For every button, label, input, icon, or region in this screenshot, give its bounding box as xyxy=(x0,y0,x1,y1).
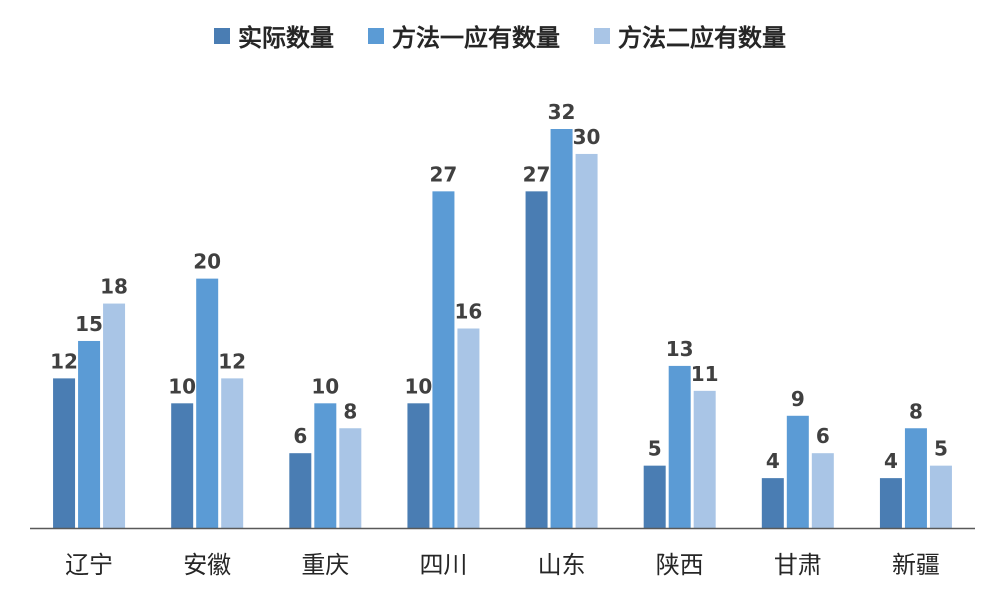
data-label: 8 xyxy=(343,399,357,423)
data-label: 32 xyxy=(548,100,576,124)
data-label: 16 xyxy=(455,300,483,324)
bar xyxy=(550,129,573,528)
data-label: 5 xyxy=(934,437,948,461)
data-label: 18 xyxy=(100,275,128,299)
data-label: 4 xyxy=(884,449,898,473)
bar xyxy=(786,415,809,528)
legend-swatch-method2 xyxy=(594,27,610,44)
data-label: 6 xyxy=(816,424,830,448)
legend-label-method2: 方法二应有数量 xyxy=(618,24,786,52)
x-tick-label: 辽宁 xyxy=(65,551,113,579)
bar xyxy=(643,465,666,528)
legend: 实际数量 方法一应有数量 方法二应有数量 xyxy=(0,18,1000,53)
data-label: 13 xyxy=(666,337,694,361)
bar xyxy=(103,303,126,528)
data-label: 9 xyxy=(791,387,805,411)
x-tick-label: 甘肃 xyxy=(774,551,822,579)
data-label: 10 xyxy=(405,374,433,398)
x-tick-label: 陕西 xyxy=(656,551,704,579)
data-label: 5 xyxy=(648,437,662,461)
x-tick-label: 山东 xyxy=(538,551,586,579)
bar xyxy=(78,340,101,528)
data-label: 20 xyxy=(193,250,221,274)
bar xyxy=(407,403,430,528)
bar xyxy=(929,465,952,528)
x-tick-label: 四川 xyxy=(419,551,467,579)
data-label: 10 xyxy=(168,374,196,398)
legend-item-method1: 方法一应有数量 xyxy=(368,18,560,53)
legend-swatch-method1 xyxy=(368,27,384,44)
bar xyxy=(693,390,716,528)
legend-label-method1: 方法一应有数量 xyxy=(392,24,560,52)
bar xyxy=(879,478,902,528)
bar xyxy=(196,278,219,528)
legend-item-actual: 实际数量 xyxy=(214,18,334,53)
x-tick-label: 安徽 xyxy=(183,551,231,579)
data-label: 10 xyxy=(311,374,339,398)
data-label: 8 xyxy=(909,399,923,423)
x-tick-label: 重庆 xyxy=(301,551,349,579)
data-label: 27 xyxy=(523,162,551,186)
data-label: 4 xyxy=(766,449,780,473)
bar xyxy=(811,453,834,528)
data-label: 15 xyxy=(75,312,103,336)
legend-swatch-actual xyxy=(214,27,230,44)
data-label: 11 xyxy=(691,362,719,386)
bar xyxy=(53,378,76,528)
bar xyxy=(339,428,362,528)
data-label: 27 xyxy=(430,162,458,186)
data-label: 6 xyxy=(293,424,307,448)
data-label: 30 xyxy=(573,125,601,149)
data-label: 12 xyxy=(50,349,78,373)
bar xyxy=(289,453,312,528)
bar xyxy=(221,378,244,528)
x-tick-label: 新疆 xyxy=(892,551,940,579)
legend-label-actual: 实际数量 xyxy=(238,24,334,52)
bar xyxy=(314,403,337,528)
bar xyxy=(432,191,455,528)
bar xyxy=(525,191,548,528)
bar xyxy=(171,403,194,528)
bar xyxy=(575,153,598,528)
bar xyxy=(761,478,784,528)
bar xyxy=(668,365,691,528)
data-label: 12 xyxy=(218,349,246,373)
bar xyxy=(457,328,480,528)
bar xyxy=(904,428,927,528)
legend-item-method2: 方法二应有数量 xyxy=(594,18,786,53)
